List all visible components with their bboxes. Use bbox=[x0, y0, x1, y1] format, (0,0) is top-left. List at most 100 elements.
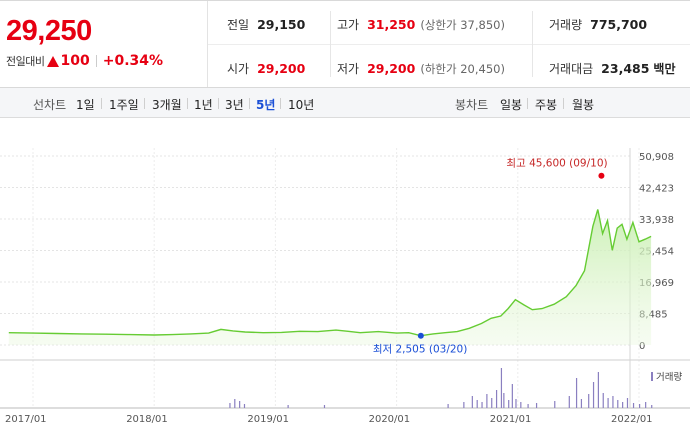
volume-bar bbox=[503, 393, 505, 408]
volume-bar bbox=[607, 398, 609, 408]
price-line bbox=[8, 209, 652, 337]
y-tick-label: 16,969 bbox=[639, 278, 674, 289]
period-3m[interactable]: 3개월 bbox=[152, 98, 182, 112]
volume-bar bbox=[575, 378, 578, 408]
volume-bar bbox=[651, 405, 653, 408]
stat-label: 거래량 bbox=[549, 18, 583, 32]
volume-bar bbox=[234, 399, 236, 408]
divider bbox=[563, 98, 564, 109]
stat-value: 29,150 bbox=[257, 17, 306, 32]
volume-bar bbox=[515, 399, 517, 408]
volume-bar bbox=[520, 402, 522, 408]
volume-bar bbox=[243, 404, 246, 408]
price-area bbox=[8, 209, 652, 345]
price-box: 29,250 전일대비 100 +0.34% bbox=[0, 1, 208, 87]
volume-bar bbox=[511, 384, 513, 408]
current-price: 29,250 bbox=[6, 15, 92, 47]
volume-bar bbox=[500, 368, 503, 408]
divider bbox=[280, 98, 281, 109]
candle-daily[interactable]: 일봉 bbox=[500, 98, 523, 112]
stat-unit: 백만 bbox=[653, 62, 676, 76]
volume-bar bbox=[612, 396, 614, 408]
period-10y[interactable]: 10년 bbox=[288, 98, 315, 112]
y-tick-label: 42,423 bbox=[639, 184, 674, 195]
volume-bar bbox=[495, 390, 498, 408]
stat-value: 29,200 bbox=[367, 61, 416, 76]
y-tick-label: 33,938 bbox=[639, 215, 674, 226]
divider bbox=[187, 98, 188, 109]
volume-bar bbox=[229, 403, 231, 408]
x-tick-label: 2017/01 bbox=[5, 414, 47, 425]
x-tick-label: 2018/01 bbox=[126, 414, 168, 425]
volume-bar bbox=[554, 401, 556, 408]
volume-bar bbox=[508, 400, 510, 408]
volume-bar bbox=[626, 398, 629, 408]
column-divider bbox=[330, 11, 331, 77]
price-chart: 50,908 42,423 33,938 25,454 16,969 8,485 0 2017… bbox=[0, 118, 690, 438]
volume-bar bbox=[632, 403, 635, 408]
volume-bar bbox=[491, 398, 493, 408]
period-1y[interactable]: 1년 bbox=[194, 98, 213, 112]
period-3y[interactable]: 3년 bbox=[225, 98, 244, 112]
candle-monthly[interactable]: 월봉 bbox=[572, 98, 595, 112]
stat-label: 저가 bbox=[337, 62, 360, 76]
price-chart-svg: 50,908 42,423 33,938 25,454 16,969 8,485 0 2017… bbox=[0, 148, 690, 425]
volume-bar bbox=[239, 401, 241, 408]
volume-bar bbox=[527, 404, 529, 408]
volume-bar bbox=[645, 402, 647, 408]
stat-volume: 거래량 775,700 bbox=[549, 16, 647, 33]
volume-bar bbox=[588, 394, 590, 408]
divider bbox=[527, 98, 528, 109]
volume-bar bbox=[463, 402, 465, 408]
period-5y[interactable]: 5년 bbox=[256, 98, 276, 112]
volume-bar bbox=[597, 372, 599, 408]
stat-label: 전일 bbox=[227, 18, 250, 32]
up-triangle-icon bbox=[47, 55, 60, 67]
y-tick-label: 25,454 bbox=[639, 247, 674, 258]
volume-bar bbox=[568, 396, 570, 408]
volume-bar bbox=[580, 399, 583, 408]
period-1d[interactable]: 1일 bbox=[76, 98, 95, 112]
volume-bar bbox=[592, 382, 595, 408]
high-annotation: 최고 45,600 (09/10) bbox=[506, 158, 607, 170]
volume-bar bbox=[481, 402, 483, 408]
volume-bar bbox=[486, 394, 488, 408]
x-tick-label: 2019/01 bbox=[247, 414, 289, 425]
volume-bar bbox=[622, 402, 624, 408]
change-label: 전일대비 bbox=[6, 55, 45, 68]
volume-bar bbox=[287, 405, 289, 408]
candle-chart-label: 봉차트 bbox=[455, 98, 489, 112]
upper-limit: (상한가 37,850) bbox=[420, 18, 505, 32]
low-marker bbox=[417, 332, 424, 339]
volume-legend: 거래량 bbox=[656, 371, 682, 383]
volume-bar bbox=[535, 403, 538, 408]
volume-legend-swatch bbox=[651, 372, 653, 381]
row-divider bbox=[208, 44, 690, 45]
y-tick-label: 50,908 bbox=[639, 152, 674, 163]
period-1w[interactable]: 1주일 bbox=[109, 98, 139, 112]
candle-weekly[interactable]: 주봉 bbox=[535, 98, 558, 112]
stat-low: 저가 29,200 (하한가 20,450) bbox=[337, 60, 505, 77]
stat-value: 23,485 bbox=[601, 61, 650, 76]
lower-limit: (하한가 20,450) bbox=[420, 62, 505, 76]
divider bbox=[101, 98, 102, 109]
change-row: 전일대비 100 +0.34% bbox=[6, 53, 163, 69]
stat-label: 거래대금 bbox=[549, 62, 594, 76]
change-percent: +0.34% bbox=[102, 53, 164, 69]
stat-prev-close: 전일 29,150 bbox=[227, 16, 305, 33]
y-tick-label: 0 bbox=[639, 341, 645, 352]
volume-bar bbox=[602, 393, 604, 408]
x-tick-label: 2020/01 bbox=[369, 414, 411, 425]
stat-label: 시가 bbox=[227, 62, 250, 76]
divider bbox=[95, 55, 97, 67]
x-tick-label: 2021/01 bbox=[490, 414, 532, 425]
divider bbox=[218, 98, 219, 109]
stat-value: 775,700 bbox=[590, 17, 648, 32]
divider bbox=[249, 98, 250, 109]
volume-bar bbox=[617, 400, 619, 408]
column-divider bbox=[532, 11, 533, 77]
stat-trade-amount: 거래대금 23,485 백만 bbox=[549, 60, 676, 77]
stat-value: 31,250 bbox=[367, 17, 416, 32]
y-tick-label: 8,485 bbox=[639, 310, 668, 321]
divider bbox=[144, 98, 145, 109]
